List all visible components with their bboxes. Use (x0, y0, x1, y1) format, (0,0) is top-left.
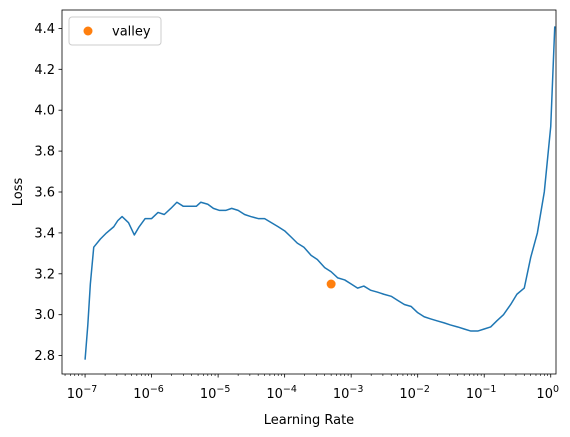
y-tick-label: 4.2 (34, 63, 55, 78)
y-axis-label: Loss (11, 178, 26, 207)
y-tick-label: 3.4 (34, 226, 55, 241)
y-tick-label: 4.4 (34, 22, 55, 37)
x-tick-label: 10−6 (133, 384, 164, 402)
legend-frame (68, 16, 162, 46)
legend: valley (68, 16, 162, 46)
marker-layer (326, 279, 336, 289)
plot-frame (61, 9, 557, 375)
x-tick-label: 10−5 (200, 384, 231, 402)
series-layer (84, 26, 556, 360)
x-axis-ticks: 10−7 10−6 10−5 10−4 10−3 10−2 10−1 100 (64, 374, 559, 402)
x-tick-label: 10−2 (399, 384, 430, 402)
valley-point (326, 279, 336, 289)
y-tick-label: 3.0 (34, 308, 55, 323)
y-tick-label: 4.0 (34, 104, 55, 119)
y-tick-label: 3.2 (34, 267, 55, 282)
legend-marker-valley (83, 26, 93, 36)
x-axis-label: Learning Rate (264, 413, 354, 428)
x-tick-label: 100 (536, 384, 559, 402)
x-tick-label: 10−1 (466, 384, 497, 402)
y-tick-label: 2.8 (34, 349, 55, 364)
x-tick-label: 10−3 (333, 384, 364, 402)
y-tick-label: 3.8 (34, 145, 55, 160)
x-tick-label: 10−7 (67, 384, 98, 402)
x-tick-label: 10−4 (266, 384, 297, 402)
legend-label-valley: valley (112, 25, 151, 40)
y-axis-ticks: 2.8 3.0 3.2 3.4 3.6 3.8 4.0 4.2 4.4 (34, 22, 62, 364)
y-tick-label: 3.6 (34, 186, 55, 201)
loss-line (84, 26, 556, 360)
